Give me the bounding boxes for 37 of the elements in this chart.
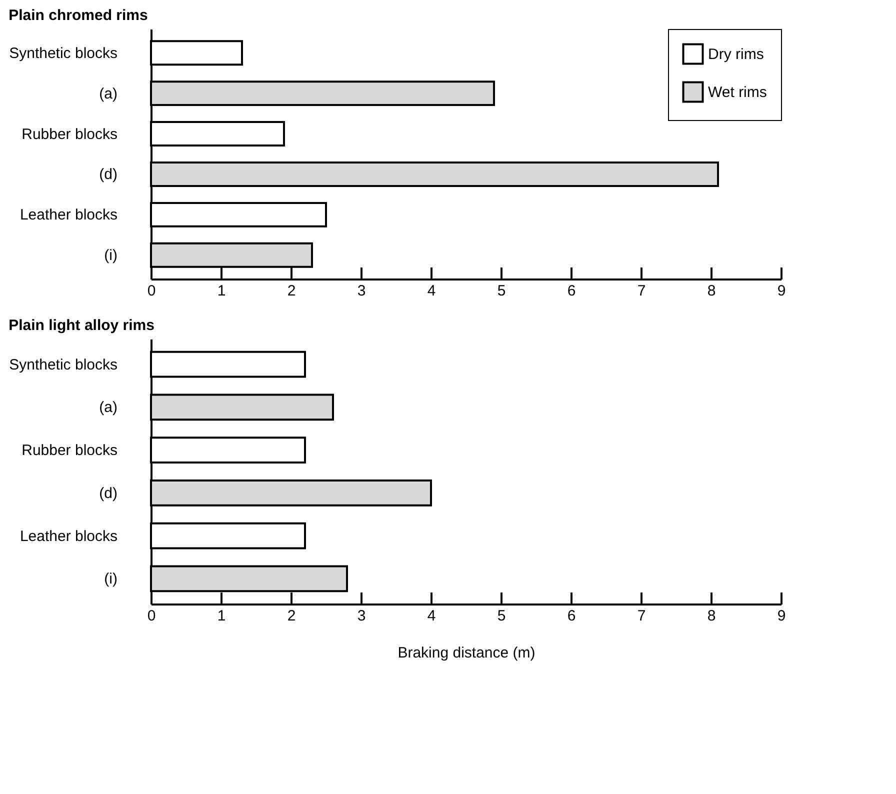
x-tick-label: 0 xyxy=(147,608,156,624)
y-tick-label: Synthetic blocks xyxy=(9,44,118,62)
y-tick-label: Rubber blocks xyxy=(22,126,118,143)
x-tick-label: 2 xyxy=(287,608,296,624)
y-tick-label: Leather blocks xyxy=(20,528,118,545)
x-tick-label: 5 xyxy=(497,282,506,300)
y-tick-label: Leather blocks xyxy=(20,206,118,224)
y-tick-label: (a) xyxy=(99,85,118,102)
y-tick-label: (d) xyxy=(99,484,118,502)
x-tick-label: 4 xyxy=(427,282,436,300)
x-tick-label: 1 xyxy=(217,282,226,300)
x-tick-label: 5 xyxy=(497,608,506,624)
y-tick-label: Rubber blocks xyxy=(22,442,118,460)
y-tick-label: (a) xyxy=(99,399,118,416)
x-tick-label: 6 xyxy=(567,608,576,624)
x-tick-label: 7 xyxy=(637,282,646,300)
y-tick-label: Synthetic blocks xyxy=(9,356,118,374)
y-tick-label: (i) xyxy=(104,570,118,588)
chart-title: Plain chromed rims xyxy=(8,7,148,24)
x-tick-label: 7 xyxy=(637,608,646,624)
x-tick-label: 6 xyxy=(567,282,576,300)
x-tick-label: 0 xyxy=(147,282,156,300)
x-tick-label: 9 xyxy=(777,608,786,624)
x-axis-title: Braking distance (m) xyxy=(398,644,536,662)
chart-title: Plain light alloy rims xyxy=(8,317,154,334)
y-tick-label: (i) xyxy=(104,247,118,264)
legend-label: Wet rims xyxy=(708,84,767,101)
x-tick-label: 3 xyxy=(357,282,366,300)
x-tick-label: 3 xyxy=(357,608,366,624)
x-tick-label: 9 xyxy=(777,282,786,300)
x-tick-label: 4 xyxy=(427,608,436,624)
y-tick-label: (d) xyxy=(99,166,118,184)
x-tick-label: 2 xyxy=(287,282,296,300)
x-tick-label: 1 xyxy=(217,608,226,624)
x-tick-label: 8 xyxy=(707,282,716,300)
x-tick-label: 8 xyxy=(707,608,716,624)
legend-label: Dry rims xyxy=(708,46,764,63)
